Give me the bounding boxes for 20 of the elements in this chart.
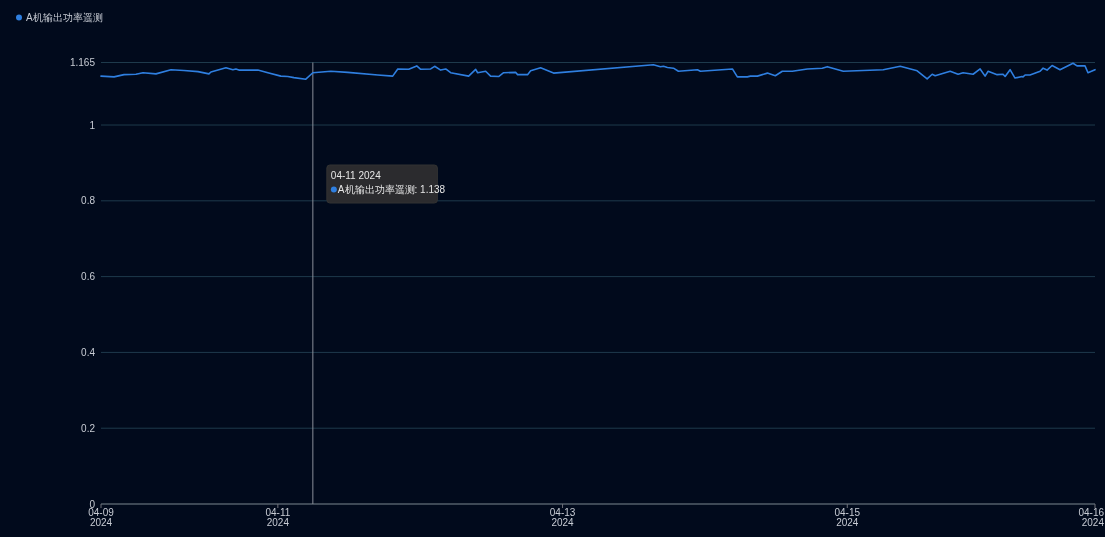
xtick: 04-16 bbox=[1078, 507, 1104, 518]
annotation: 04-11 2024 A机输出功率遥测: 1.138 bbox=[330, 170, 446, 195]
tooltip: 04-11 2024 A机输出功率遥测: 1.138 bbox=[326, 164, 446, 204]
xtick: 04-11 bbox=[265, 507, 291, 518]
xtick: 2024 bbox=[551, 517, 574, 528]
legend: A机输出功率遥测 bbox=[16, 12, 103, 23]
ytick: 0.4 bbox=[81, 346, 95, 358]
xtick: 04-13 bbox=[549, 507, 576, 518]
ytick: 1 bbox=[89, 119, 95, 131]
xtick: 2024 bbox=[266, 517, 289, 528]
ytick: 0.2 bbox=[81, 422, 95, 434]
ytick: 0.8 bbox=[81, 195, 95, 207]
xtick: 2024 bbox=[1081, 517, 1104, 528]
ytick: 0.6 bbox=[81, 271, 95, 283]
xtick: 2024 bbox=[836, 517, 859, 528]
ytick: 0 bbox=[89, 498, 95, 510]
xtick: 04-09 bbox=[88, 507, 114, 518]
xtick: 04-15 bbox=[834, 507, 861, 518]
ytick: 1.165 bbox=[69, 57, 95, 68]
xtick: 2024 bbox=[89, 517, 113, 528]
